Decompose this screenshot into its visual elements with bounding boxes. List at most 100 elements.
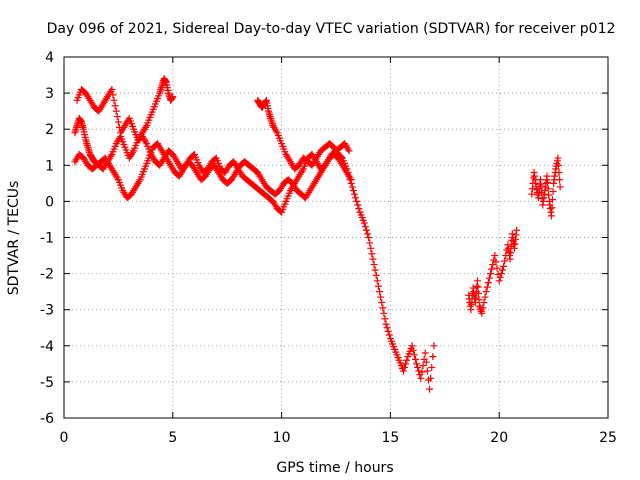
data-point [337, 153, 345, 161]
y-tick-label: -2 [40, 267, 54, 283]
data-point [360, 219, 368, 227]
data-point [484, 279, 492, 287]
x-tick-label: 5 [168, 430, 177, 446]
data-point [384, 327, 392, 335]
data-point [399, 367, 407, 375]
data-point [414, 363, 422, 371]
data-point [379, 304, 387, 312]
data-point [427, 374, 435, 382]
data-point [500, 262, 508, 270]
data-point [417, 374, 425, 382]
axis-ticks: 0 5 10 15 20 25 -6 -5 -4 -3 -2 -1 0 1 2 3 4 [40, 50, 617, 446]
data-points [71, 75, 564, 393]
series-track-c [73, 75, 177, 144]
y-tick-label: 1 [45, 158, 54, 174]
data-point [497, 270, 505, 278]
data-point [347, 179, 355, 187]
data-point [371, 266, 379, 274]
data-point [361, 223, 369, 231]
data-point [368, 250, 376, 258]
data-point [409, 346, 417, 354]
data-point [111, 102, 119, 110]
data-point [402, 360, 410, 368]
data-point [415, 367, 423, 375]
data-point [544, 178, 552, 186]
y-tick-label: 0 [45, 194, 54, 210]
data-point [495, 277, 503, 285]
x-tick-label: 25 [599, 430, 617, 446]
data-point [483, 283, 491, 291]
data-point [429, 353, 437, 361]
data-point [549, 196, 557, 204]
grid-lines [64, 57, 608, 418]
data-point [114, 118, 122, 126]
data-point [419, 362, 427, 370]
y-tick-label: -3 [40, 303, 54, 319]
data-point [413, 360, 421, 368]
y-tick-label: -5 [40, 375, 54, 391]
data-point [423, 367, 431, 375]
data-point [537, 182, 545, 190]
data-point [365, 234, 373, 241]
data-point [480, 298, 488, 306]
series-track-e [465, 226, 521, 317]
data-point [549, 187, 557, 195]
data-point [506, 255, 514, 263]
data-point [422, 358, 430, 366]
x-tick-label: 0 [60, 430, 69, 446]
data-point [367, 244, 375, 252]
data-point [496, 273, 504, 281]
data-point [543, 172, 551, 180]
data-point [430, 342, 438, 350]
data-point [382, 320, 390, 328]
data-point [109, 91, 117, 99]
series-track-f [528, 154, 564, 220]
data-point [418, 368, 426, 376]
data-point [378, 298, 386, 306]
data-point [350, 190, 358, 198]
data-point [491, 252, 499, 260]
data-point [110, 96, 118, 104]
data-point [354, 201, 362, 209]
data-point [377, 293, 385, 301]
data-point [492, 258, 500, 266]
data-point [369, 255, 377, 263]
data-point [113, 113, 121, 121]
data-point [376, 288, 384, 296]
data-point [169, 93, 177, 101]
data-point [381, 315, 389, 323]
data-point [373, 277, 381, 285]
data-point [108, 85, 116, 93]
data-point [513, 226, 521, 234]
data-point [544, 185, 552, 193]
data-point [366, 239, 374, 247]
data-point [410, 351, 418, 359]
x-tick-label: 15 [381, 430, 399, 446]
x-tick-label: 20 [490, 430, 508, 446]
chart-title: Day 096 of 2021, Sidereal Day-to-day VTE… [47, 21, 616, 37]
data-point [556, 176, 564, 184]
data-point [348, 183, 356, 191]
data-point [344, 169, 352, 177]
data-point [403, 356, 411, 364]
data-point [401, 363, 409, 371]
data-point [547, 212, 555, 220]
series-track-d [254, 96, 438, 393]
data-point [370, 261, 378, 269]
y-axis-label: SDTVAR / TECUs [6, 181, 22, 296]
data-point [374, 282, 382, 290]
data-point [475, 296, 483, 304]
data-point [548, 204, 556, 212]
data-point [428, 363, 436, 371]
data-point [474, 283, 482, 291]
data-point [353, 197, 361, 205]
data-point [355, 205, 363, 213]
data-point [479, 304, 487, 312]
data-point [345, 147, 353, 155]
data-point [556, 183, 564, 191]
data-point [473, 277, 481, 285]
data-point [408, 342, 416, 350]
data-point [482, 288, 490, 296]
data-point [537, 176, 545, 184]
